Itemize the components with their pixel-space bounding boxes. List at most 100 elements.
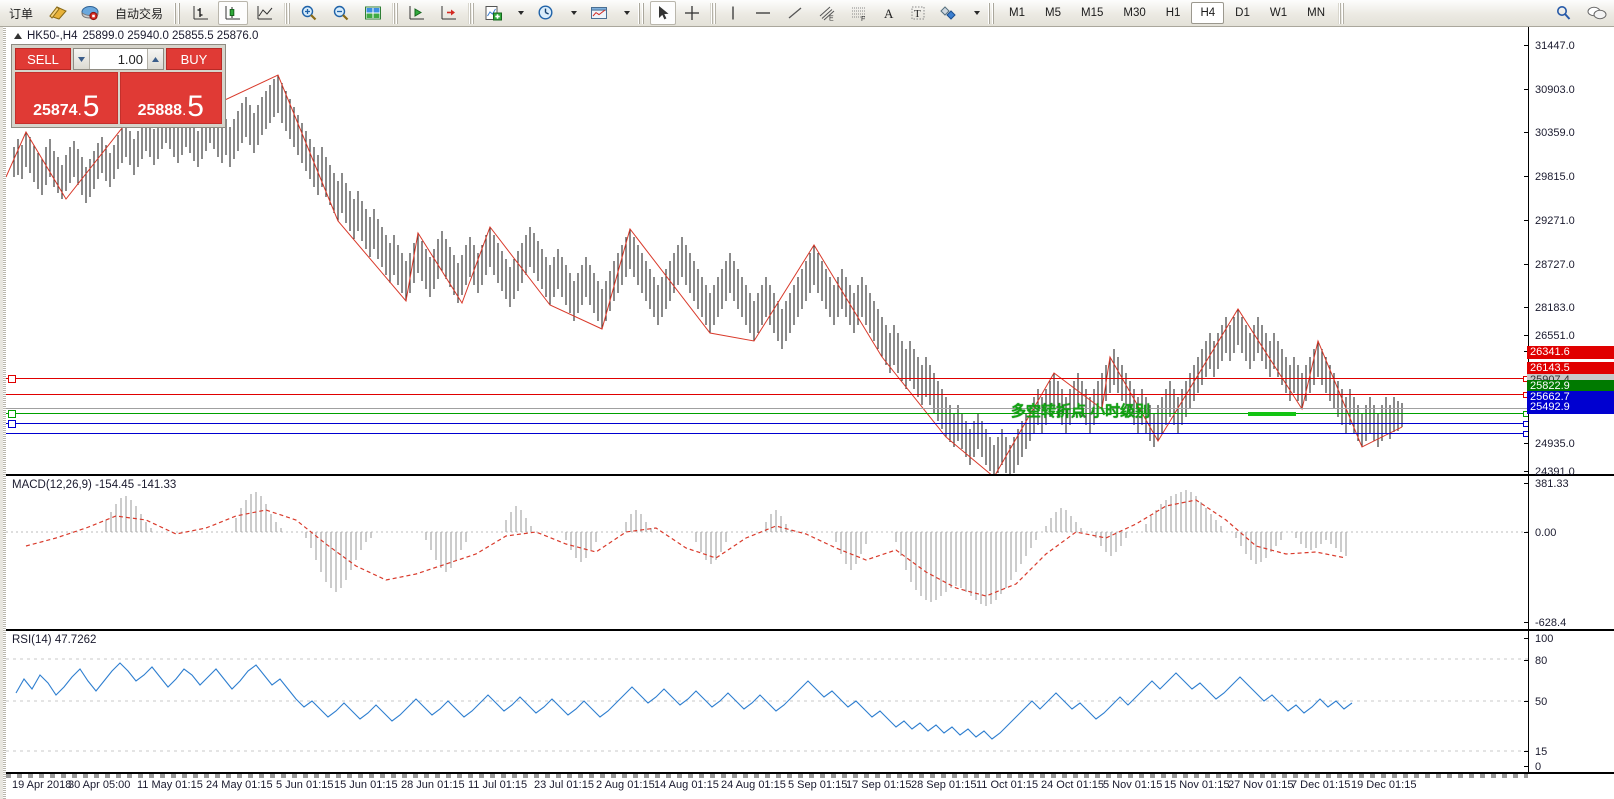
timeframe-h4[interactable]: H4: [1191, 2, 1225, 24]
timeframe-mn[interactable]: MN: [1307, 7, 1325, 19]
macd-pane[interactable]: MACD(12,26,9) -154.45 -141.33 381.33 0.0…: [6, 475, 1614, 630]
expand-triangle-icon[interactable]: [14, 33, 22, 39]
macd-plot[interactable]: [6, 476, 1528, 629]
orders-label[interactable]: 订单: [9, 6, 34, 21]
buy-price-button[interactable]: 25888 . 5: [119, 72, 222, 124]
bar-chart-icon[interactable]: [186, 1, 216, 25]
autotrade-icon[interactable]: [75, 1, 105, 25]
rsi-tick-15: 15: [1523, 747, 1547, 758]
sell-price-button[interactable]: 25874 . 5: [15, 72, 118, 124]
templates-dropdown-caret[interactable]: [616, 1, 635, 25]
vertical-line-icon[interactable]: [720, 1, 746, 25]
toolbar-grip-3[interactable]: [988, 2, 996, 24]
price-tick-28727: 28727.0: [1524, 260, 1575, 271]
timeframe-h1[interactable]: H1: [1165, 7, 1181, 19]
chart-area[interactable]: HK50-,H4 25899.0 25940.0 25855.5 25876.0: [0, 27, 1614, 799]
svg-text:E: E: [829, 16, 834, 23]
time-label-9: 2 Aug 01:15: [596, 779, 655, 791]
level-line-current-price[interactable]: [6, 408, 1528, 409]
periods-dropdown-caret[interactable]: [563, 1, 582, 25]
fibonacci-icon[interactable]: F: [844, 1, 874, 25]
rsi-plot[interactable]: [6, 631, 1528, 772]
templates-icon[interactable]: [584, 1, 614, 25]
volume-up-button[interactable]: [147, 49, 163, 69]
time-label-18: 15 Nov 01:15: [1164, 779, 1230, 791]
time-label-11: 24 Aug 01:15: [721, 779, 786, 791]
time-label-19: 27 Nov 01:15: [1228, 779, 1294, 791]
time-label-14: 28 Sep 01:15: [911, 779, 977, 791]
shapes-dropdown-caret[interactable]: [966, 1, 985, 25]
rsi-tick-50: 50: [1523, 697, 1547, 708]
timeframe-d1[interactable]: D1: [1235, 7, 1250, 19]
chart-shift-icon[interactable]: [402, 1, 432, 25]
zoom-out-icon[interactable]: [326, 1, 356, 25]
sell-price-dot: .: [77, 102, 82, 119]
periods-icon[interactable]: [531, 1, 561, 25]
volume-stepper[interactable]: 1.00: [73, 48, 164, 70]
autotrading-label[interactable]: 自动交易: [115, 6, 164, 21]
price-plot[interactable]: 多空转折点 小时级别: [6, 27, 1528, 474]
level-line-support-green[interactable]: [6, 411, 1528, 417]
time-label-15: 11 Oct 01:15: [976, 779, 1039, 791]
time-label-21: 19 Dec 01:15: [1351, 779, 1417, 791]
trade-panel-bottom: 25874 . 5 25888 . 5: [15, 72, 222, 124]
toolbar-grip-1[interactable]: [174, 2, 182, 24]
indicators-dropdown-caret[interactable]: [510, 1, 529, 25]
crosshair-icon[interactable]: [678, 1, 706, 25]
toolbar-grip-2[interactable]: [638, 2, 646, 24]
search-icon[interactable]: [1549, 1, 1579, 25]
timeframe-w1[interactable]: W1: [1269, 7, 1288, 19]
volume-value[interactable]: 1.00: [117, 51, 143, 67]
timeframe-m1[interactable]: M1: [1009, 7, 1026, 19]
rsi-tick-100: 100: [1523, 634, 1553, 645]
timeframe-m30[interactable]: M30: [1123, 7, 1146, 19]
indicators-icon[interactable]: [478, 1, 508, 25]
price-candles: [6, 74, 1403, 474]
text-icon[interactable]: A: [876, 1, 902, 25]
shapes-icon[interactable]: [934, 1, 964, 25]
level-line-support-blue-1[interactable]: [6, 421, 1528, 427]
price-pane[interactable]: HK50-,H4 25899.0 25940.0 25855.5 25876.0: [6, 27, 1614, 475]
candlestick-chart-icon[interactable]: [218, 1, 249, 25]
line-chart-icon[interactable]: [250, 1, 280, 25]
price-axis[interactable]: 31447.0 30903.0 30359.0 29815.0 29271.0 …: [1524, 27, 1614, 474]
horizontal-line-icon[interactable]: [748, 1, 778, 25]
chart-scroll-strip[interactable]: [3, 27, 6, 799]
time-label-1: 30 Apr 05:00: [68, 779, 131, 791]
equidistant-channel-icon[interactable]: E: [812, 1, 842, 25]
time-label-3: 24 May 01:15: [206, 779, 273, 791]
volume-down-button[interactable]: [74, 49, 90, 69]
sell-label[interactable]: SELL: [15, 48, 71, 70]
trendline-icon[interactable]: [780, 1, 810, 25]
auto-scroll-icon[interactable]: [434, 1, 464, 25]
level-line-resistance-2[interactable]: [6, 392, 1528, 398]
timeframe-m15[interactable]: M15: [1081, 7, 1104, 19]
trade-panel-top: SELL 1.00 BUY: [15, 48, 222, 70]
level-line-resistance-1[interactable]: [6, 376, 1528, 382]
time-label-10: 14 Aug 01:15: [654, 779, 719, 791]
buy-price-integer: 25888: [137, 102, 183, 119]
buy-label[interactable]: BUY: [166, 48, 222, 70]
rsi-axis[interactable]: 100 80 50 15 0: [1523, 631, 1614, 772]
book-icon[interactable]: [43, 1, 73, 25]
time-label-5: 15 Jun 01:15: [334, 779, 398, 791]
level-handle-support-green[interactable]: [8, 410, 16, 418]
level-line-support-blue-2[interactable]: [6, 431, 1528, 437]
cursor-icon[interactable]: [650, 1, 677, 25]
macd-axis[interactable]: 381.33 0.00 -628.4: [1523, 476, 1614, 629]
chat-icon[interactable]: [1581, 1, 1613, 25]
level-handle-support-blue-1[interactable]: [8, 420, 16, 428]
svg-text:A: A: [884, 6, 894, 21]
one-click-trading-panel[interactable]: SELL 1.00 BUY 25874 . 5: [11, 44, 226, 128]
time-label-16: 24 Oct 01:15: [1041, 779, 1104, 791]
rsi-pane[interactable]: RSI(14) 47.7262 100 80 50 15 0: [6, 630, 1614, 773]
rsi-tick-80: 80: [1523, 656, 1547, 667]
level-handle-resistance-1[interactable]: [8, 375, 16, 383]
text-label-icon[interactable]: T: [904, 1, 932, 25]
time-label-17: 5 Nov 01:15: [1103, 779, 1163, 791]
time-axis[interactable]: 19 Apr 2018 30 Apr 05:00 11 May 01:15 24…: [6, 773, 1614, 799]
timeframe-m5[interactable]: M5: [1045, 7, 1061, 19]
tile-windows-icon[interactable]: [358, 1, 388, 25]
zoom-in-icon[interactable]: [294, 1, 324, 25]
buy-price-dot: .: [182, 102, 187, 119]
